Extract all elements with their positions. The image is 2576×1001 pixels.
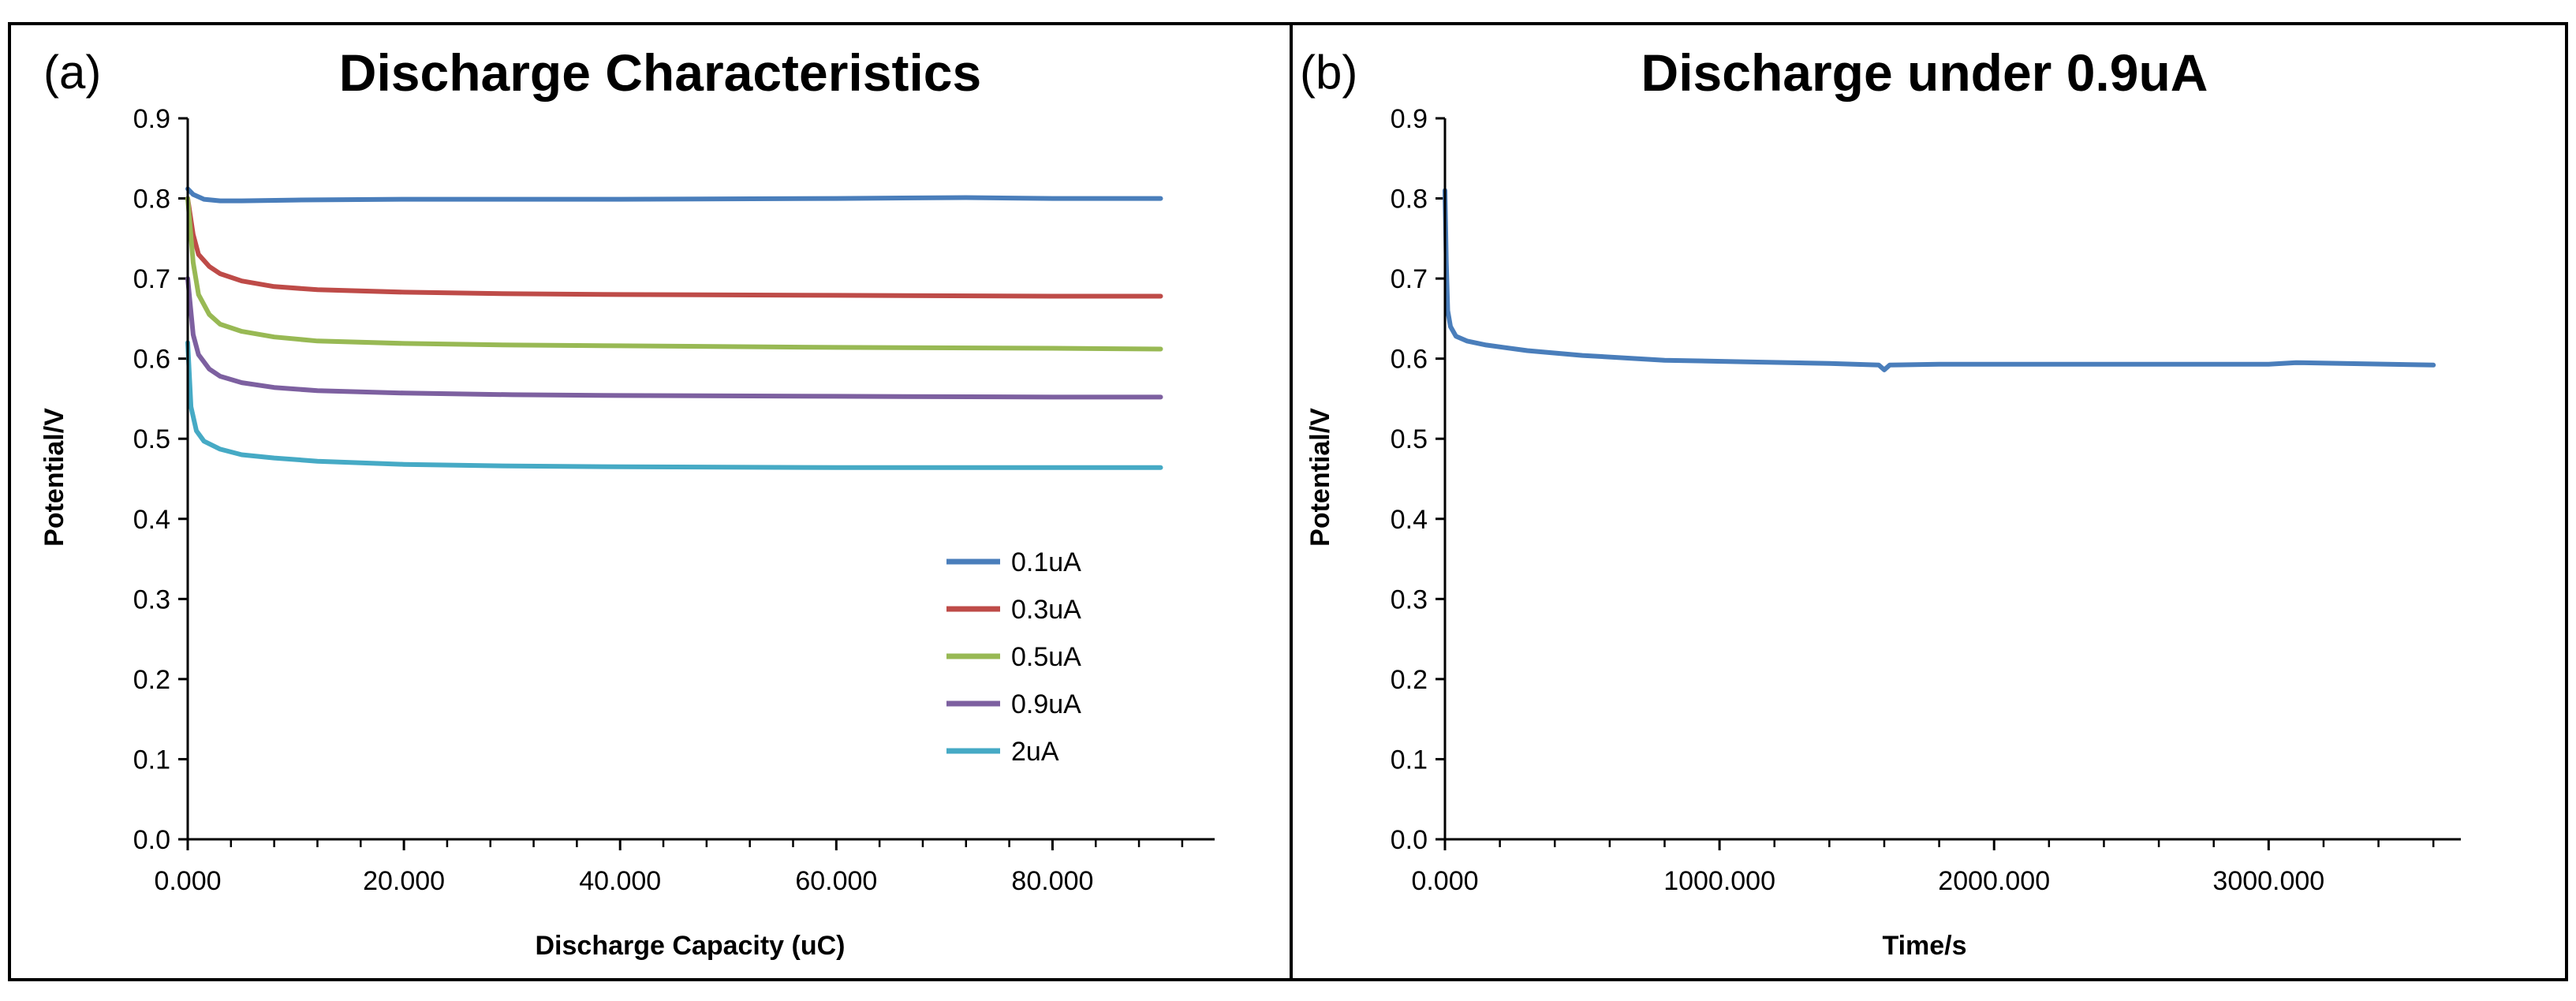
panel-a-y-tick-label: 0.4 <box>133 505 170 535</box>
panel-b-y-tick-label: 0.3 <box>1391 585 1428 614</box>
panel-b-y-tick-label: 0.8 <box>1391 185 1428 215</box>
panel-a-y-tick-label: 0.0 <box>133 825 170 855</box>
panel-b-x-tick-label: 1000.000 <box>1663 866 1775 896</box>
panel-a-series-line-2uA <box>185 340 1163 470</box>
panel-b-title: Discharge under 0.9uA <box>1641 43 2208 102</box>
legend-entry-label: 0.3uA <box>1011 595 1081 625</box>
panel-a-x-tick-label: 40.000 <box>579 866 661 896</box>
panel-b-series-line-0-9uA <box>1443 188 2436 372</box>
panel-b-x-ticks: 0.000 1000.000 2000.000 3000.000 <box>1411 839 2435 896</box>
panel-a-y-tick-label: 0.7 <box>133 264 170 294</box>
panel-b-y-axis-title: Potential/V <box>1305 408 1335 547</box>
panel-a-x-tick-label: 60.000 <box>795 866 877 896</box>
figure-frame <box>8 22 2568 981</box>
panel-a-x-tick-label: 20.000 <box>363 866 445 896</box>
panel-a-x-axis-title: Discharge Capacity (uC) <box>536 931 846 961</box>
panel-a-series <box>185 186 1163 470</box>
panel-b-y-ticks: 0.0 0.1 0.2 0.3 0.4 0.5 0.6 0.7 0.8 0.9 <box>1391 104 1445 855</box>
panel-b-x-tick-label: 0.000 <box>1411 866 1478 896</box>
legend-entry-label: 0.1uA <box>1011 547 1081 577</box>
panel-b-series <box>1443 188 2436 372</box>
panel-a-y-tick-label: 0.8 <box>133 185 170 215</box>
panel-a-series-line-0-5uA <box>185 196 1163 352</box>
panel-a-y-tick-label: 0.6 <box>133 345 170 375</box>
panel-b-y-tick-label: 0.0 <box>1391 825 1428 855</box>
legend-entry-label: 0.9uA <box>1011 689 1081 719</box>
panel-a-y-tick-label: 0.1 <box>133 745 170 775</box>
panel-b-y-tick-label: 0.6 <box>1391 345 1428 375</box>
panel-a-y-tick-label: 0.9 <box>133 104 170 134</box>
panel-a-y-tick-label: 0.5 <box>133 424 170 454</box>
panel-a-x-tick-label: 0.000 <box>154 866 221 896</box>
panel-a-y-axis-title: Potential/V <box>39 408 69 547</box>
panel-a-y-tick-label: 0.2 <box>133 665 170 695</box>
panel-b-chart: (b) Discharge under 0.9uA 0.00.10.20.30.… <box>1300 43 2461 961</box>
panel-a-title: Discharge Characteristics <box>339 43 981 102</box>
panel-b-x-tick-label: 3000.000 <box>2212 866 2324 896</box>
panel-b-y-tick-label: 0.2 <box>1391 665 1428 695</box>
panel-a-series-line-0-3uA <box>185 196 1163 299</box>
panel-a-y-ticks: 0.0 0.1 0.2 0.3 0.4 0.5 0.6 0.7 0.8 0.9 <box>133 104 188 855</box>
panel-b-y-tick-label: 0.4 <box>1391 505 1428 535</box>
panel-b-y-tick-label: 0.7 <box>1391 264 1428 294</box>
panel-a-y-tick-label: 0.3 <box>133 585 170 614</box>
panel-b-y-tick-label: 0.5 <box>1391 424 1428 454</box>
panel-b-y-tick-label: 0.1 <box>1391 745 1428 775</box>
legend-entry-label: 2uA <box>1011 737 1059 767</box>
panel-a-legend: 0.1uA 0.3uA 0.5uA 0.9uA 2uA <box>946 547 1081 767</box>
panel-b-y-tick-label: 0.9 <box>1391 104 1428 134</box>
panel-a-chart: (a) Discharge Characteristics 0.00.10.20… <box>39 43 1215 961</box>
panel-a-series-line-0-9uA <box>185 276 1163 400</box>
panel-a-label: (a) <box>43 46 101 99</box>
legend-entry-label: 0.5uA <box>1011 642 1081 672</box>
panel-a-series-line-0-1uA <box>185 186 1163 204</box>
panel-a-x-tick-label: 80.000 <box>1011 866 1093 896</box>
panel-b-label: (b) <box>1300 46 1357 99</box>
panel-b-x-tick-label: 2000.000 <box>1938 866 2050 896</box>
panel-a-x-ticks: 0.000 20.000 40.000 60.000 80.000 <box>154 839 1184 896</box>
panel-b-x-axis-title: Time/s <box>1882 931 1966 961</box>
